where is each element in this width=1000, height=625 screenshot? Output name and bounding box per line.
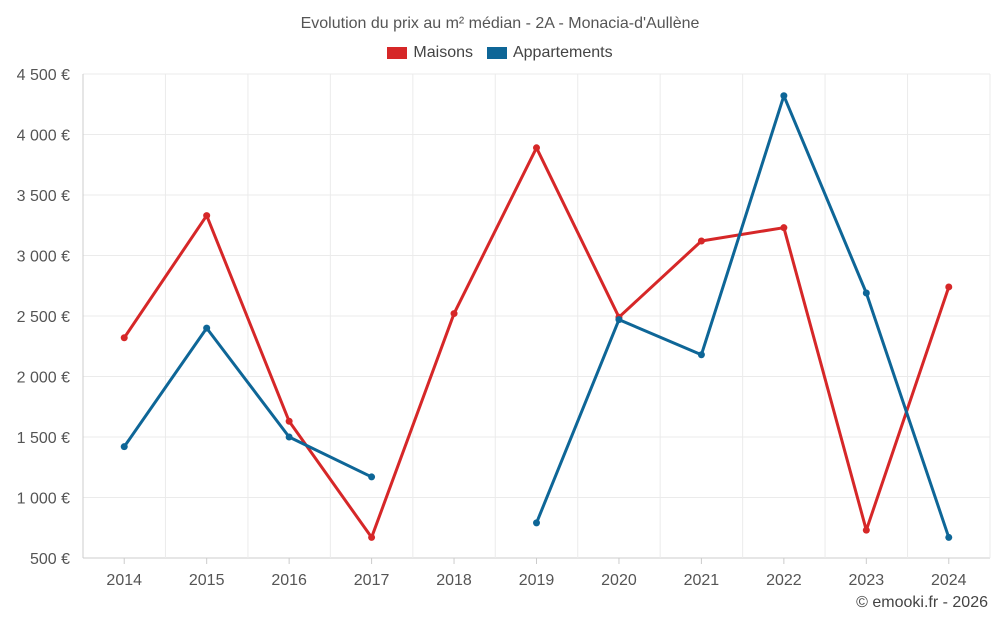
data-point-maisons[interactable] <box>120 334 128 342</box>
legend-swatch-maisons <box>387 47 408 59</box>
data-point-maisons[interactable] <box>450 310 458 318</box>
y-tick-label: 3 000 € <box>17 249 70 266</box>
x-tick-label: 2016 <box>271 572 307 589</box>
series <box>120 92 953 541</box>
data-point-maisons[interactable] <box>368 533 376 541</box>
axes: 500 € 1 000 € 1 500 € 2 000 € 2 500 € 3 000 €… <box>17 67 967 589</box>
legend-item-maisons[interactable]: Maisons <box>387 44 473 62</box>
data-point-appartements[interactable] <box>533 519 540 527</box>
data-point-appartements[interactable] <box>615 316 623 324</box>
x-tick-label: 2023 <box>849 572 885 589</box>
y-tick-label: 1 000 € <box>17 491 70 508</box>
legend-swatch-appartements <box>486 47 507 59</box>
data-point-appartements[interactable] <box>120 443 128 451</box>
legend: Maisons Appartements <box>0 44 1000 62</box>
data-point-appartements[interactable] <box>862 289 870 297</box>
credit-text: © emooki.fr - 2026 <box>856 594 988 611</box>
y-tick-label: 2 500 € <box>17 309 70 326</box>
x-tick-label: 2020 <box>601 572 637 589</box>
chart-title: Evolution du prix au m² médian - 2A - Mo… <box>300 15 700 32</box>
data-point-maisons[interactable] <box>285 417 293 425</box>
x-tick-label: 2017 <box>354 572 390 589</box>
data-point-appartements[interactable] <box>203 324 211 332</box>
y-tick-label: 4 000 € <box>17 128 70 145</box>
data-point-appartements[interactable] <box>285 433 293 441</box>
x-tick-label: 2014 <box>106 572 142 589</box>
x-tick-label: 2021 <box>684 572 720 589</box>
y-tick-label: 3 500 € <box>17 188 70 205</box>
y-tick-label: 2 000 € <box>17 370 70 387</box>
data-point-maisons[interactable] <box>862 526 870 534</box>
y-tick-label: 1 500 € <box>17 430 70 447</box>
y-tick-label: 4 500 € <box>17 67 70 84</box>
x-tick-label: 2018 <box>436 572 472 589</box>
series-line-appartements <box>535 94 951 538</box>
series-line-appartements <box>122 326 373 479</box>
x-tick-label: 2024 <box>931 572 967 589</box>
y-tick-label: 500 € <box>30 551 70 568</box>
legend-label-maisons: Maisons <box>413 44 473 61</box>
data-point-maisons[interactable] <box>945 283 953 291</box>
data-point-maisons[interactable] <box>697 237 705 245</box>
x-tick-label: 2022 <box>766 572 802 589</box>
data-point-appartements[interactable] <box>368 473 376 481</box>
data-point-appartements[interactable] <box>945 533 953 541</box>
legend-label-appartements: Appartements <box>512 44 613 61</box>
data-point-maisons[interactable] <box>203 212 211 220</box>
data-point-maisons[interactable] <box>533 144 540 152</box>
x-tick-label: 2015 <box>189 572 225 589</box>
data-point-maisons[interactable] <box>780 224 788 232</box>
legend-item-appartements[interactable]: Appartements <box>486 44 613 62</box>
data-point-appartements[interactable] <box>780 92 788 100</box>
x-tick-label: 2019 <box>519 572 555 589</box>
data-point-appartements[interactable] <box>697 351 705 359</box>
